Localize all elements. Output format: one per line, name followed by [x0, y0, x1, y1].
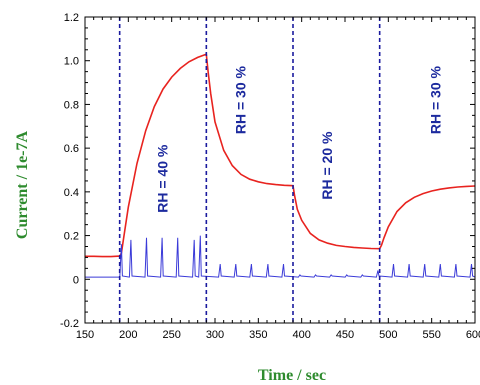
axes: 150 200 250 300 350 400 450 500 550 600 -0.2 0 0.2 0.… — [60, 12, 480, 341]
y-tick-label: 0.6 — [64, 143, 79, 155]
annotation-label: RH = 20 % — [319, 131, 335, 200]
x-tick-label: 400 — [292, 329, 310, 341]
annotation-label: RH = 40 % — [154, 144, 170, 213]
y-tick-label: -0.2 — [60, 318, 79, 330]
x-tick-label: 550 — [422, 329, 440, 341]
series-pulse-line — [85, 235, 476, 278]
y-tick-label: 0.8 — [64, 99, 79, 111]
y-tick-label: 1.0 — [64, 56, 79, 68]
x-tick-label: 150 — [76, 329, 94, 341]
y-tick-label: 0.4 — [64, 187, 79, 199]
x-tick-label: 600 — [466, 329, 480, 341]
x-axis-title: Time / sec — [258, 367, 326, 384]
y-tick-label: 1.2 — [64, 12, 79, 24]
x-tick-label: 450 — [336, 329, 354, 341]
y-tick-label: 0.2 — [64, 231, 79, 243]
x-tick-label: 500 — [379, 329, 397, 341]
plot-area: RH = 40 % RH = 30 % RH = 20 % RH = 30 % — [85, 17, 476, 323]
y-axis-title: Current / 1e-7A — [14, 130, 31, 239]
x-tick-label: 200 — [119, 329, 137, 341]
y-tick-label: 0 — [73, 274, 79, 286]
annotation-label: RH = 30 % — [232, 66, 248, 135]
x-tick-label: 300 — [206, 329, 224, 341]
series-current-line — [85, 53, 476, 258]
annotation-label: RH = 30 % — [427, 66, 443, 135]
x-tick-label: 350 — [249, 329, 267, 341]
x-tick-label: 250 — [162, 329, 180, 341]
